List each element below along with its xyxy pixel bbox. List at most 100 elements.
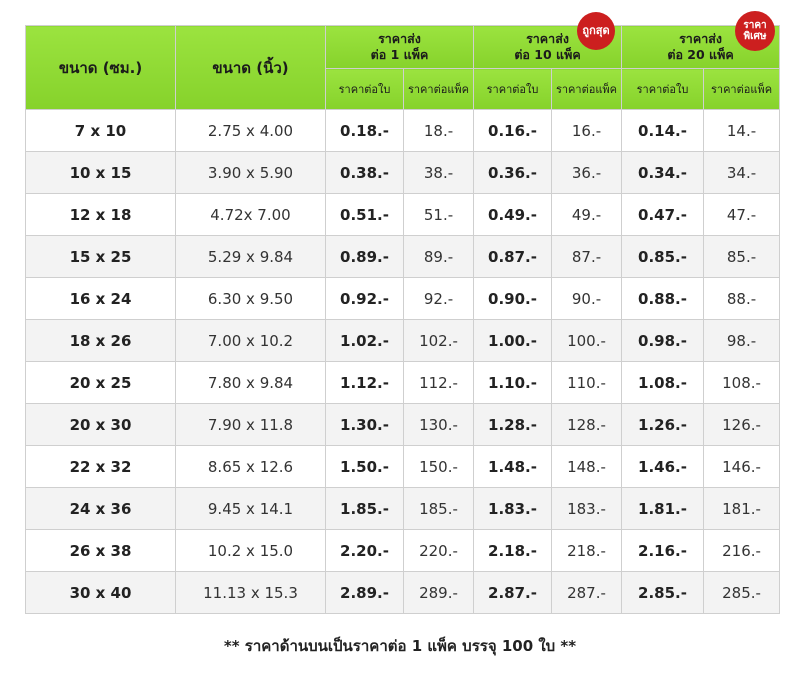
size-inch-cell: 7.00 x 10.2 — [175, 319, 326, 362]
group-line2: ต่อ 1 แพ็ค — [370, 47, 429, 62]
price-20-pack-pack-cell: 85.- — [703, 235, 781, 278]
price-1-pack-pack-cell: 38.- — [403, 151, 474, 194]
price-1-pack-unit-cell: 2.89.- — [325, 571, 404, 614]
size-inch-cell: 4.72x 7.00 — [175, 193, 326, 236]
group-line1: ราคาส่ง — [526, 31, 569, 46]
price-10-pack-pack-cell: 183.- — [550, 487, 623, 530]
price-20-pack-unit-cell: 2.16.- — [621, 529, 705, 572]
size-inch-cell: 8.65 x 12.6 — [175, 445, 326, 488]
header-group-20-pack: ราคาส่ง ต่อ 20 แพ็ค ราคา พิเศษ — [621, 11, 781, 69]
price-1-pack-pack-cell: 51.- — [403, 193, 474, 236]
price-1-pack-unit-cell: 0.18.- — [325, 109, 404, 152]
group-line2: ต่อ 10 แพ็ค — [514, 47, 581, 62]
price-1-pack-pack-cell: 92.- — [403, 277, 474, 320]
price-20-pack-unit-cell: 0.98.- — [621, 319, 705, 362]
subheader-unit-price: ราคาต่อใบ — [325, 68, 404, 110]
group-line1: ราคาส่ง — [679, 31, 722, 46]
price-1-pack-pack-cell: 185.- — [403, 487, 474, 530]
size-inch-cell: 3.90 x 5.90 — [175, 151, 326, 194]
price-20-pack-unit-cell: 0.88.- — [621, 277, 705, 320]
size-cm-cell: 16 x 24 — [25, 277, 176, 320]
price-1-pack-pack-cell: 150.- — [403, 445, 474, 488]
table-header: ขนาด (ซม.) ขนาด (นิ้ว) ราคาส่ง ต่อ 1 แพ็… — [25, 11, 781, 110]
price-20-pack-pack-cell: 88.- — [703, 277, 781, 320]
price-1-pack-unit-cell: 1.12.- — [325, 361, 404, 404]
price-20-pack-unit-cell: 1.08.- — [621, 361, 705, 404]
price-10-pack-unit-cell: 0.49.- — [473, 193, 552, 236]
size-cm-cell: 15 x 25 — [25, 235, 176, 278]
price-20-pack-unit-cell: 2.85.- — [621, 571, 705, 614]
price-20-pack-pack-cell: 126.- — [703, 403, 781, 446]
price-10-pack-unit-cell: 2.87.- — [473, 571, 552, 614]
price-20-pack-pack-cell: 14.- — [703, 109, 781, 152]
size-inch-cell: 2.75 x 4.00 — [175, 109, 326, 152]
table-row: 30 x 40 11.13 x 15.3 2.89.- 289.- 2.87.- 287.… — [25, 571, 781, 614]
price-1-pack-unit-cell: 1.85.- — [325, 487, 404, 530]
group-line2: ต่อ 20 แพ็ค — [667, 47, 734, 62]
size-cm-cell: 22 x 32 — [25, 445, 176, 488]
size-inch-cell: 10.2 x 15.0 — [175, 529, 326, 572]
price-20-pack-pack-cell: 146.- — [703, 445, 781, 488]
price-20-pack-unit-cell: 0.47.- — [621, 193, 705, 236]
table-row: 10 x 15 3.90 x 5.90 0.38.- 38.- 0.36.- 36.- 0.… — [25, 151, 781, 194]
price-10-pack-unit-cell: 0.90.- — [473, 277, 552, 320]
price-1-pack-pack-cell: 289.- — [403, 571, 474, 614]
price-1-pack-pack-cell: 18.- — [403, 109, 474, 152]
price-1-pack-pack-cell: 220.- — [403, 529, 474, 572]
price-1-pack-pack-cell: 89.- — [403, 235, 474, 278]
table-row: 15 x 25 5.29 x 9.84 0.89.- 89.- 0.87.- 87.- 0.… — [25, 235, 781, 278]
price-10-pack-pack-cell: 148.- — [550, 445, 623, 488]
table-row: 20 x 30 7.90 x 11.8 1.30.- 130.- 1.28.- 128.-… — [25, 403, 781, 446]
price-10-pack-pack-cell: 16.- — [550, 109, 623, 152]
size-inch-cell: 7.80 x 9.84 — [175, 361, 326, 404]
subheader-unit-price: ราคาต่อใบ — [621, 68, 705, 110]
subheader-pack-price: ราคาต่อแพ็ค — [403, 68, 474, 110]
price-1-pack-unit-cell: 0.38.- — [325, 151, 404, 194]
price-1-pack-unit-cell: 1.50.- — [325, 445, 404, 488]
price-20-pack-unit-cell: 0.14.- — [621, 109, 705, 152]
price-20-pack-pack-cell: 34.- — [703, 151, 781, 194]
price-10-pack-unit-cell: 0.16.- — [473, 109, 552, 152]
price-10-pack-unit-cell: 1.83.- — [473, 487, 552, 530]
price-1-pack-pack-cell: 102.- — [403, 319, 474, 362]
header-group-10-pack: ราคาส่ง ต่อ 10 แพ็ค ถูกสุด — [472, 12, 623, 69]
price-1-pack-unit-cell: 0.89.- — [325, 235, 404, 278]
price-1-pack-pack-cell: 112.- — [403, 361, 474, 404]
header-size-cm: ขนาด (ซม.) — [25, 25, 176, 110]
size-inch-cell: 6.30 x 9.50 — [175, 277, 326, 320]
price-1-pack-unit-cell: 2.20.- — [325, 529, 404, 572]
size-cm-cell: 12 x 18 — [25, 193, 176, 236]
table-row: 18 x 26 7.00 x 10.2 1.02.- 102.- 1.00.- 100.-… — [25, 319, 781, 362]
price-10-pack-unit-cell: 1.00.- — [473, 319, 552, 362]
size-cm-cell: 20 x 25 — [25, 361, 176, 404]
price-10-pack-unit-cell: 1.48.- — [473, 445, 552, 488]
size-cm-cell: 20 x 30 — [25, 403, 176, 446]
cheapest-badge: ถูกสุด — [577, 12, 616, 50]
price-20-pack-unit-cell: 1.26.- — [621, 403, 705, 446]
size-cm-cell: 30 x 40 — [25, 571, 176, 614]
size-inch-cell: 11.13 x 15.3 — [175, 571, 326, 614]
price-10-pack-unit-cell: 0.87.- — [473, 235, 552, 278]
group-line1: ราคาส่ง — [378, 31, 421, 46]
header-size-inch: ขนาด (นิ้ว) — [175, 25, 326, 110]
table-body: 7 x 10 2.75 x 4.00 0.18.- 18.- 0.16.- 16.- 0.1… — [25, 109, 781, 614]
price-10-pack-pack-cell: 87.- — [550, 235, 623, 278]
price-10-pack-pack-cell: 218.- — [550, 529, 623, 572]
price-10-pack-pack-cell: 110.- — [550, 361, 623, 404]
price-1-pack-unit-cell: 0.92.- — [325, 277, 404, 320]
price-1-pack-unit-cell: 1.02.- — [325, 319, 404, 362]
size-cm-cell: 24 x 36 — [25, 487, 176, 530]
price-10-pack-unit-cell: 1.10.- — [473, 361, 552, 404]
price-20-pack-pack-cell: 108.- — [703, 361, 781, 404]
price-20-pack-pack-cell: 216.- — [703, 529, 781, 572]
size-inch-cell: 5.29 x 9.84 — [175, 235, 326, 278]
price-10-pack-pack-cell: 36.- — [550, 151, 623, 194]
table-row: 20 x 25 7.80 x 9.84 1.12.- 112.- 1.10.- 110.-… — [25, 361, 781, 404]
price-10-pack-unit-cell: 0.36.- — [473, 151, 552, 194]
footnote: ** ราคาด้านบนเป็นราคาต่อ 1 แพ็ค บรรจุ 10… — [223, 637, 577, 655]
price-1-pack-unit-cell: 0.51.- — [325, 193, 404, 236]
price-20-pack-unit-cell: 0.34.- — [621, 151, 705, 194]
subheader-pack-price: ราคาต่อแพ็ค — [703, 68, 781, 110]
table-row: 7 x 10 2.75 x 4.00 0.18.- 18.- 0.16.- 16.- 0.1… — [25, 109, 781, 152]
price-10-pack-unit-cell: 1.28.- — [473, 403, 552, 446]
